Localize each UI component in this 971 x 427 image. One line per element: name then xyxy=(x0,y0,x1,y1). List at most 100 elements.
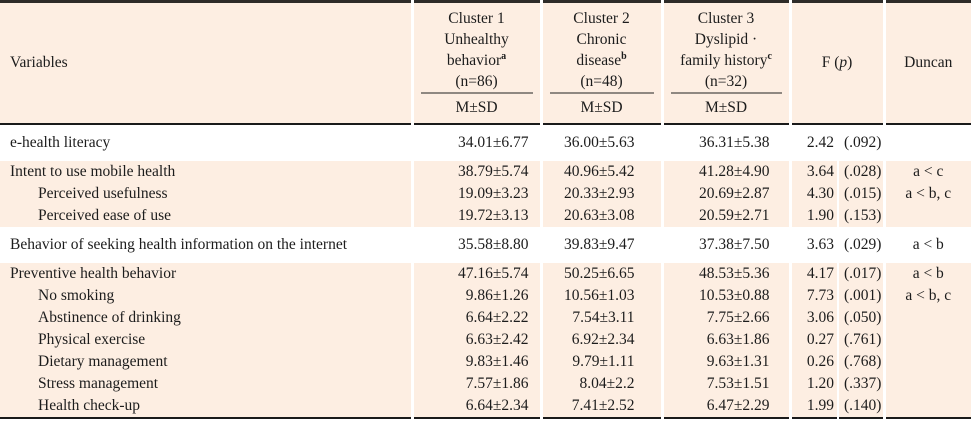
cluster2-value: 7.54±3.11 xyxy=(541,307,664,329)
cluster1-value: 6.64±2.22 xyxy=(412,307,543,329)
cluster1-value: 9.86±1.26 xyxy=(412,285,543,307)
row-label: Intent to use mobile health xyxy=(0,161,414,183)
cluster1-name-line1: Unhealthy xyxy=(444,31,509,48)
row-perceived-ease-of-use: Perceived ease of use 19.72±3.13 20.63±3… xyxy=(0,205,971,227)
col-header-cluster-1: Cluster 1 Unhealthy behaviora (n=86) xyxy=(412,1,543,92)
cluster1-msd-header: M±SD xyxy=(412,92,543,125)
cluster3-value: 48.53±5.36 xyxy=(662,263,792,285)
row-label: e-health literacy xyxy=(0,124,414,161)
f-value: 7.73 xyxy=(790,285,839,307)
f-value: 4.30 xyxy=(790,183,839,205)
cluster2-name-line2: diseaseb xyxy=(576,50,627,69)
col-header-f-p: F (p) xyxy=(790,1,886,125)
table-header: Variables Cluster 1 Unhealthy behaviora … xyxy=(0,1,971,125)
cluster3-msd-header: M±SD xyxy=(662,92,792,125)
cluster2-title: Cluster 2 xyxy=(573,10,630,27)
row-label: Health check-up xyxy=(0,395,414,418)
row-label: Stress management xyxy=(0,373,414,395)
cluster2-name-line1: Chronic xyxy=(576,31,627,48)
duncan-value: a < b xyxy=(884,263,971,285)
row-label: Physical exercise xyxy=(0,329,414,351)
cluster2-value: 6.92±2.34 xyxy=(541,329,664,351)
row-label: Behavior of seeking health information o… xyxy=(0,227,414,263)
p-value: (.029) xyxy=(838,227,886,263)
row-label: Preventive health behavior xyxy=(0,263,414,285)
col-header-cluster-2: Cluster 2 Chronic diseaseb (n=48) xyxy=(541,1,664,92)
duncan-value xyxy=(884,373,971,395)
cluster3-name-line1: Dyslipid · xyxy=(694,31,758,48)
duncan-value xyxy=(884,395,971,418)
duncan-value xyxy=(884,351,971,373)
cluster2-msd-header: M±SD xyxy=(541,92,664,125)
row-label: Perceived ease of use xyxy=(0,205,414,227)
duncan-value: a < b, c xyxy=(884,285,971,307)
p-value: (.015) xyxy=(838,183,886,205)
p-value: (.337) xyxy=(838,373,886,395)
row-stress-management: Stress management 7.57±1.86 8.04±2.2 7.5… xyxy=(0,373,971,395)
f-value: 1.90 xyxy=(790,205,839,227)
f-value: 2.42 xyxy=(790,124,839,161)
p-value: (.017) xyxy=(838,263,886,285)
col-header-cluster-3: Cluster 3 Dyslipid · family historyc (n=… xyxy=(662,1,792,92)
p-value: (.092) xyxy=(838,124,886,161)
cluster2-value: 9.79±1.11 xyxy=(541,351,664,373)
col-header-duncan: Duncan xyxy=(884,1,971,125)
f-value: 0.27 xyxy=(790,329,839,351)
row-label: Abstinence of drinking xyxy=(0,307,414,329)
cluster3-value: 36.31±5.38 xyxy=(662,124,792,161)
cluster2-value: 36.00±5.63 xyxy=(541,124,664,161)
cluster1-value: 34.01±6.77 xyxy=(412,124,543,161)
cluster3-value: 7.53±1.51 xyxy=(662,373,792,395)
cluster1-value: 6.64±2.34 xyxy=(412,395,543,418)
row-behavior-of-seeking-health-information: Behavior of seeking health information o… xyxy=(0,227,971,263)
cluster1-value: 38.79±5.74 xyxy=(412,161,543,183)
cluster2-value: 39.83±9.47 xyxy=(541,227,664,263)
cluster1-value: 19.09±3.23 xyxy=(412,183,543,205)
cluster3-name-line2: family historyc xyxy=(680,50,772,69)
p-value: (.001) xyxy=(838,285,886,307)
cluster2-value: 20.33±2.93 xyxy=(541,183,664,205)
f-value: 1.20 xyxy=(790,373,839,395)
p-value: (.140) xyxy=(838,395,886,418)
cluster1-value: 9.83±1.46 xyxy=(412,351,543,373)
cluster2-n: (n=48) xyxy=(580,73,623,90)
cluster3-value: 20.59±2.71 xyxy=(662,205,792,227)
duncan-value xyxy=(884,307,971,329)
f-value: 4.17 xyxy=(790,263,839,285)
cluster3-value: 41.28±4.90 xyxy=(662,161,792,183)
row-dietary-management: Dietary management 9.83±1.46 9.79±1.11 9… xyxy=(0,351,971,373)
cluster1-title: Cluster 1 xyxy=(448,10,505,27)
row-label: Dietary management xyxy=(0,351,414,373)
duncan-value xyxy=(884,124,971,161)
row-label: Perceived usefulness xyxy=(0,183,414,205)
p-value: (.761) xyxy=(838,329,886,351)
cluster1-value: 7.57±1.86 xyxy=(412,373,543,395)
row-abstinence-of-drinking: Abstinence of drinking 6.64±2.22 7.54±3.… xyxy=(0,307,971,329)
duncan-value xyxy=(884,205,971,227)
table-body: e-health literacy 34.01±6.77 36.00±5.63 … xyxy=(0,124,971,418)
cluster3-title: Cluster 3 xyxy=(697,10,755,27)
row-perceived-usefulness: Perceived usefulness 19.09±3.23 20.33±2.… xyxy=(0,183,971,205)
cluster1-value: 47.16±5.74 xyxy=(412,263,543,285)
cluster1-value: 19.72±3.13 xyxy=(412,205,543,227)
cluster3-value: 6.47±2.29 xyxy=(662,395,792,418)
cluster3-value: 7.75±2.66 xyxy=(662,307,792,329)
row-intent-to-use-mobile-health: Intent to use mobile health 38.79±5.74 4… xyxy=(0,161,971,183)
cluster1-name-line2: behaviora xyxy=(446,50,507,69)
duncan-value: a < b, c xyxy=(884,183,971,205)
cluster1-value: 35.58±8.80 xyxy=(412,227,543,263)
row-label: No smoking xyxy=(0,285,414,307)
cluster3-n: (n=32) xyxy=(704,73,748,90)
cluster2-value: 7.41±2.52 xyxy=(541,395,664,418)
cluster1-superscript: a xyxy=(501,50,507,62)
p-value: (.028) xyxy=(838,161,886,183)
cluster3-value: 10.53±0.88 xyxy=(662,285,792,307)
cluster3-value: 20.69±2.87 xyxy=(662,183,792,205)
cluster2-value: 50.25±6.65 xyxy=(541,263,664,285)
cluster1-value: 6.63±2.42 xyxy=(412,329,543,351)
row-health-check-up: Health check-up 6.64±2.34 7.41±2.52 6.47… xyxy=(0,395,971,418)
col-header-variables: Variables xyxy=(0,1,414,125)
duncan-value: a < b xyxy=(884,227,971,263)
p-value: (.153) xyxy=(838,205,886,227)
